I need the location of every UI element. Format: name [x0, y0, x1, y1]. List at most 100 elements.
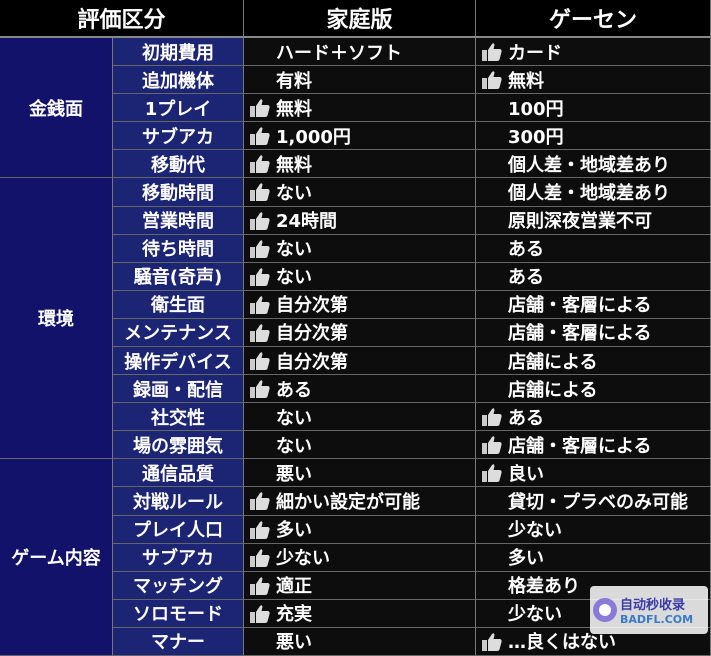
arcade-value-text: ある: [508, 267, 544, 289]
row-item-text: サブアカ: [142, 126, 214, 148]
home-value-text: ない: [276, 267, 312, 289]
group-label: 環境: [0, 178, 113, 460]
row-item-text: 衛生面: [151, 295, 205, 317]
row-item: 録画・配信: [113, 375, 244, 404]
arcade-value: 店舗による: [476, 375, 711, 404]
arcade-value-text: ある: [508, 239, 544, 261]
arcade-value: 店舗・客層による: [476, 431, 711, 460]
watermark-text: 自动秒收录 BADFL.COM: [620, 594, 693, 626]
thumb-up-icon: [250, 99, 270, 118]
group-label: ゲーム内容: [0, 459, 113, 656]
row-item: 移動代: [113, 150, 244, 179]
row-item: 通信品質: [113, 459, 244, 488]
home-value: ない: [244, 403, 476, 432]
header-category-text: 評価区分: [77, 8, 166, 33]
row-item-text: 対戦ルール: [133, 491, 223, 513]
home-value-text: 1,000円: [276, 126, 351, 148]
home-value-text: 無料: [276, 154, 312, 176]
row-item: プレイ人口: [113, 515, 244, 544]
row-item: サブアカ: [113, 122, 244, 151]
home-value-text: ある: [276, 379, 312, 401]
row-item-text: 騒音(奇声): [133, 267, 223, 289]
row-item: 初期費用: [113, 38, 244, 67]
home-value-text: 少ない: [276, 548, 330, 570]
home-value: ある: [244, 375, 476, 404]
thumb-up-icon: [482, 43, 502, 61]
row-item: サブアカ: [113, 543, 244, 572]
row-item-text: プレイ人口: [133, 520, 223, 542]
home-value: 無料: [244, 94, 476, 123]
home-value: ない: [244, 262, 476, 291]
arcade-value: 店舗・客層による: [476, 318, 711, 347]
home-value: 自分次第: [244, 290, 476, 319]
thumb-up-icon: [250, 211, 270, 230]
row-item-text: 録画・配信: [133, 379, 223, 401]
arcade-value: ある: [476, 234, 711, 263]
home-value-text: ない: [276, 407, 312, 429]
home-value: 悪い: [244, 459, 476, 488]
thumb-up-icon: [250, 492, 270, 511]
arcade-value-text: 無料: [508, 70, 544, 92]
row-item-text: ソロモード: [133, 604, 223, 626]
row-item: 移動時間: [113, 178, 244, 207]
arcade-value-text: 個人差・地域差あり: [508, 154, 670, 176]
watermark-line: 自动秒收录: [620, 598, 686, 613]
row-item: マッチング: [113, 571, 244, 600]
home-value-text: 充実: [276, 604, 312, 626]
home-value: 自分次第: [244, 318, 476, 347]
arcade-value-text: 店舗・客層による: [508, 295, 652, 317]
arcade-value-text: 店舗による: [508, 351, 598, 373]
arcade-value: 良い: [476, 459, 711, 488]
thumb-up-icon: [250, 296, 270, 314]
home-value-text: 細かい設定が可能: [276, 491, 420, 513]
arcade-value-text: 個人差・地域差あり: [508, 182, 670, 204]
arcade-value-text: 原則深夜営業不可: [508, 211, 652, 233]
home-value-text: ない: [276, 182, 312, 204]
row-item-text: 追加機体: [142, 70, 214, 92]
row-item: 対戦ルール: [113, 487, 244, 516]
home-value-text: 悪い: [276, 463, 312, 485]
header-home: 家庭版: [244, 0, 476, 38]
row-item: 操作デバイス: [113, 347, 244, 376]
header-arcade: ゲーセン: [476, 0, 711, 38]
home-value: ない: [244, 431, 476, 460]
thumb-up-icon: [250, 548, 270, 567]
thumb-up-icon: [250, 239, 270, 258]
home-value-text: 自分次第: [276, 323, 348, 345]
row-item-text: 営業時間: [142, 211, 214, 233]
row-item-text: 操作デバイス: [124, 351, 232, 373]
home-value: ハード＋ソフト: [244, 38, 476, 67]
watermark-line: BADFL.COM: [620, 613, 694, 626]
arcade-value-text: 店舗による: [508, 379, 598, 401]
arcade-value-text: 格差あり: [508, 576, 580, 598]
home-value-text: 24時間: [276, 211, 338, 233]
header-arcade-text: ゲーセン: [548, 8, 637, 33]
watermark-logo: [593, 598, 617, 622]
arcade-value-text: 少ない: [508, 520, 562, 542]
arcade-value: 原則深夜営業不可: [476, 206, 711, 235]
thumb-up-icon: [250, 127, 270, 146]
group-label-text: ゲーム内容: [11, 548, 101, 570]
thumb-up-icon: [482, 436, 502, 455]
group-label-text: 金銭面: [29, 98, 83, 120]
thumb-up-icon: [482, 71, 502, 90]
row-item-text: 社交性: [151, 407, 205, 429]
row-item: 追加機体: [113, 66, 244, 95]
arcade-value: カード: [476, 38, 711, 67]
row-item-text: 待ち時間: [142, 239, 214, 261]
row-item-text: 場の雰囲気: [133, 435, 223, 457]
home-value-text: 自分次第: [276, 351, 348, 373]
row-item: 社交性: [113, 403, 244, 432]
arcade-value-text: 300円: [508, 126, 564, 148]
row-item-text: 1プレイ: [144, 98, 212, 120]
arcade-value: 多い: [476, 543, 711, 572]
arcade-value-text: 多い: [508, 548, 544, 570]
arcade-value: 貸切・プラベのみ可能: [476, 487, 711, 516]
header-category: 評価区分: [0, 0, 244, 38]
arcade-value: 個人差・地域差あり: [476, 178, 711, 207]
thumb-up-icon: [250, 155, 270, 174]
watermark: 自动秒收录 BADFL.COM: [590, 586, 708, 634]
row-item: メンテナンス: [113, 318, 244, 347]
thumb-up-icon: [250, 520, 270, 539]
